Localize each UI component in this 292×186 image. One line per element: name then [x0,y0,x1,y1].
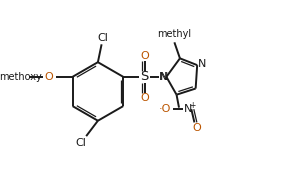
Text: N: N [159,71,168,81]
Text: O: O [141,51,150,61]
Text: O: O [141,93,150,103]
Text: N: N [198,59,206,69]
Text: N: N [183,104,192,114]
Text: O: O [192,123,201,133]
Text: N: N [159,72,168,82]
Text: methoxy: methoxy [0,71,42,81]
Text: +: + [189,101,195,110]
Text: S: S [141,70,149,83]
Text: Cl: Cl [98,33,109,43]
Text: ·O: ·O [158,104,171,114]
Text: methyl: methyl [157,29,191,39]
Text: O: O [45,72,53,82]
Text: Cl: Cl [76,138,86,148]
